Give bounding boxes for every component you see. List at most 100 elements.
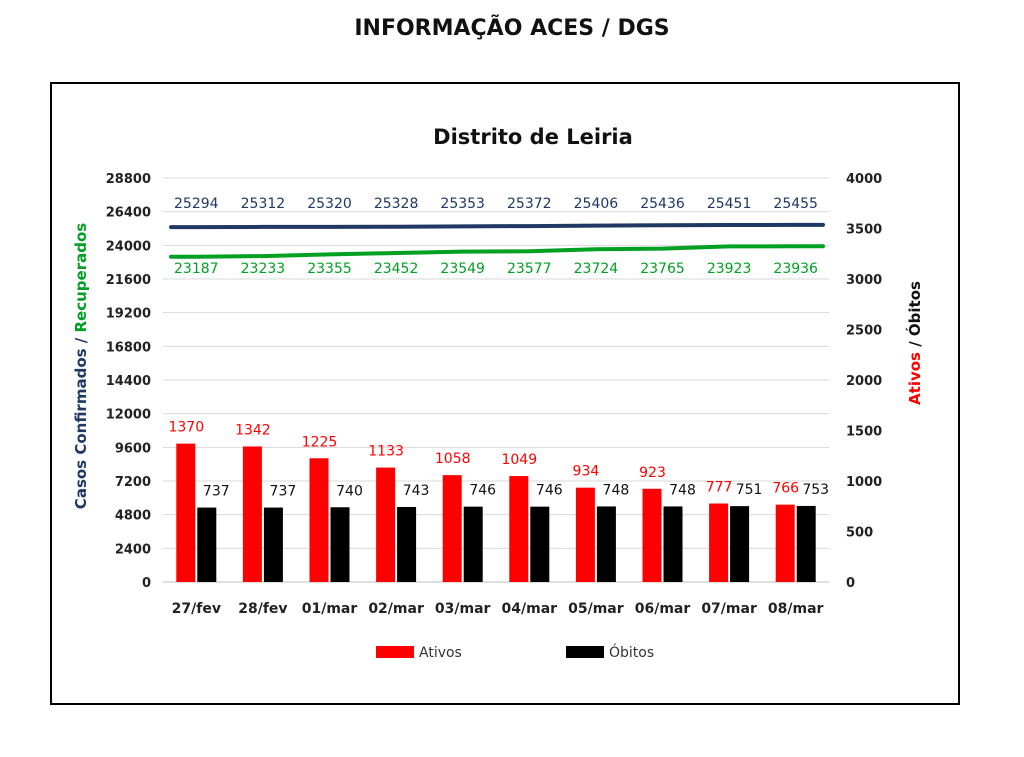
legend-label-ativos: Ativos [419,645,462,661]
data-label-obitos: 748 [603,482,630,498]
left-axis-label-sep: / [72,333,90,349]
data-label-recuperados: 23577 [507,261,552,277]
x-tick-label: 04/mar [502,601,558,617]
bar-ativos [176,443,196,582]
axes: 0 2400 4800 7200 9600 12000 14400 16800 19200 216… [106,172,882,617]
data-label-obitos: 751 [736,482,763,498]
left-tick-label: 12000 [106,408,151,423]
legend: Ativos Óbitos [376,643,654,661]
right-axis-label: Ativos / Óbitos [905,281,924,405]
data-label-ativos: 766 [772,481,799,497]
bar-ativos [242,446,262,582]
left-tick-label: 19200 [106,307,151,322]
bar-ativos [709,503,729,582]
bar-obitos [596,506,616,582]
data-label-confirmados: 25312 [241,196,286,212]
bar-ativos [376,467,396,582]
data-label-ativos: 1049 [501,452,537,468]
left-tick-label: 0 [142,576,151,591]
data-label-ativos: 923 [639,465,666,481]
bar-obitos [730,506,750,582]
data-label-obitos: 748 [669,482,696,498]
data-label-recuperados: 23355 [307,261,352,277]
right-tick-label: 4000 [846,172,882,187]
data-label-obitos: 740 [336,483,363,499]
bar-ativos [442,475,462,582]
data-label-obitos: 737 [270,484,297,500]
data-label-obitos: 737 [203,484,230,500]
bar-obitos [330,507,350,582]
data-label-confirmados: 25328 [374,196,419,212]
legend-swatch-ativos [376,646,414,658]
left-axis-label: Casos Confirmados / Recuperados [72,223,90,509]
x-tick-label: 07/mar [701,601,757,617]
data-label-confirmados: 25294 [174,196,219,212]
bar-obitos [530,506,550,582]
data-label-confirmados: 25353 [440,196,485,212]
bar-ativos [775,504,795,582]
x-tick-label: 28/fev [238,601,287,617]
x-tick-label: 03/mar [435,601,491,617]
data-label-confirmados: 25436 [640,196,685,212]
data-label-confirmados: 25372 [507,196,552,212]
data-label-recuperados: 23187 [174,261,219,277]
right-tick-label: 2500 [846,324,882,339]
data-label-obitos: 743 [403,483,430,499]
right-axis-label-part1: Ativos [906,352,924,405]
bar-ativos [509,476,529,582]
left-tick-label: 26400 [106,206,151,221]
x-tick-label: 01/mar [302,601,358,617]
x-tick-label: 27/fev [172,601,221,617]
bar-ativos [642,488,662,582]
line-confirmados [169,222,825,230]
data-label-ativos: 1133 [368,444,404,460]
left-axis-label-part1: Casos Confirmados [72,348,90,509]
data-label-obitos: 746 [469,483,496,499]
lines [169,222,825,259]
left-tick-label: 9600 [115,441,151,456]
right-tick-label: 1000 [846,475,882,490]
bar-ativos [309,458,329,582]
data-label-ativos: 934 [573,464,600,480]
data-label-ativos: 1342 [235,422,271,438]
data-label-confirmados: 25455 [773,196,818,212]
x-tick-label: 08/mar [768,601,824,617]
left-tick-label: 14400 [106,374,151,389]
data-label-ativos: 1225 [302,434,338,450]
data-label-recuperados: 23936 [773,261,818,277]
right-tick-label: 3000 [846,273,882,288]
chart-frame [50,82,960,705]
bar-obitos [796,505,816,582]
bar-obitos [397,506,417,582]
bar-obitos [663,506,683,582]
left-tick-label: 16800 [106,340,151,355]
right-axis-label-sep: / [906,336,924,352]
data-label-recuperados: 23724 [574,261,619,277]
data-labels: 1370 1342 1225 1133 1058 1049 934 923 777 766 737 7… [168,196,829,500]
left-tick-label: 21600 [106,273,151,288]
right-tick-label: 0 [846,576,855,591]
data-label-ativos: 1058 [435,451,471,467]
bar-obitos [463,506,483,582]
left-tick-label: 7200 [115,475,151,490]
data-label-ativos: 777 [706,480,733,496]
right-tick-label: 1500 [846,425,882,440]
legend-swatch-obitos [566,646,604,658]
legend-label-obitos: Óbitos [609,643,654,661]
chart-title: Distrito de Leiria [433,125,633,149]
x-tick-label: 05/mar [568,601,624,617]
data-label-confirmados: 25451 [707,196,752,212]
right-tick-label: 2000 [846,374,882,389]
left-tick-label: 28800 [106,172,151,187]
x-tick-label: 06/mar [635,601,691,617]
data-label-recuperados: 23233 [241,261,286,277]
left-tick-label: 4800 [115,509,151,524]
bars [176,443,816,582]
data-label-recuperados: 23765 [640,261,685,277]
right-axis-label-part2: Óbitos [905,281,924,336]
data-label-confirmados: 25406 [574,196,619,212]
right-tick-label: 500 [846,526,873,541]
data-label-ativos: 1370 [168,420,204,436]
left-tick-label: 2400 [115,542,151,557]
